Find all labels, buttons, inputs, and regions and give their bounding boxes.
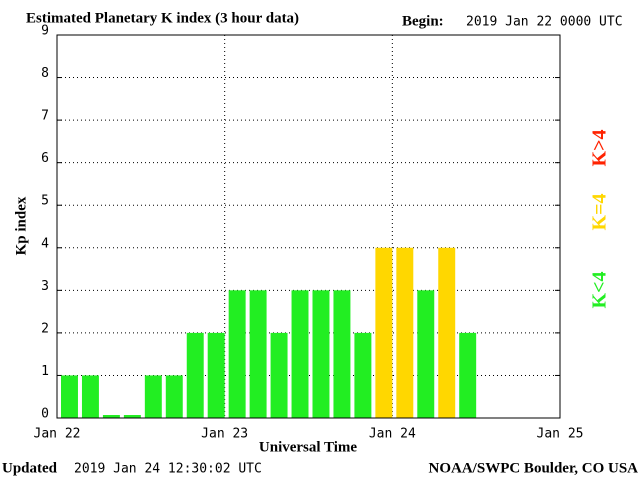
- updated-date: 2019 Jan 24 12:30:02 UTC: [74, 462, 262, 477]
- bar: [123, 415, 141, 418]
- x-tick-label: Jan 24: [369, 427, 416, 442]
- bar: [312, 290, 330, 418]
- y-tick-label: 5: [41, 194, 49, 209]
- bar: [333, 290, 351, 418]
- x-tick-label: Jan 23: [201, 427, 248, 442]
- y-tick-label: 1: [41, 364, 49, 379]
- bar: [249, 290, 267, 418]
- y-tick-label: 2: [41, 321, 49, 336]
- x-axis-label: Universal Time: [259, 439, 358, 455]
- y-tick-label: 7: [41, 109, 49, 124]
- plot-frame: [56, 34, 561, 419]
- bar: [270, 332, 288, 418]
- begin-label: Begin:: [402, 13, 444, 29]
- bar: [144, 375, 162, 418]
- y-tick-label: 0: [41, 407, 49, 422]
- x-tick-label: Jan 25: [537, 427, 584, 442]
- bar: [354, 332, 372, 418]
- x-tick-label: Jan 22: [34, 427, 81, 442]
- bar: [291, 290, 309, 418]
- y-tick-label: 8: [41, 66, 49, 81]
- bar: [459, 332, 477, 418]
- bar: [417, 290, 435, 418]
- y-tick-label: 3: [41, 279, 49, 294]
- bar: [102, 415, 120, 418]
- bar: [396, 247, 414, 418]
- legend-entry: K<4: [589, 272, 611, 309]
- begin-date: 2019 Jan 22 0000 UTC: [466, 15, 623, 30]
- y-tick-label: 6: [41, 151, 49, 166]
- source: NOAA/SWPC Boulder, CO USA: [429, 460, 639, 476]
- chart-title: Estimated Planetary K index (3 hour data…: [26, 10, 299, 26]
- bar: [165, 375, 183, 418]
- y-axis-label: Kp index: [13, 196, 29, 255]
- y-tick-label: 4: [41, 236, 49, 251]
- bar: [228, 290, 246, 418]
- legend-entry: K=4: [589, 194, 611, 231]
- y-tick-label: 9: [41, 24, 49, 39]
- bar: [207, 332, 225, 418]
- updated-label: Updated: [2, 460, 58, 476]
- legend-entry: K>4: [589, 130, 611, 167]
- bar: [61, 375, 78, 418]
- bar: [186, 332, 204, 418]
- bar: [375, 247, 393, 418]
- bar: [438, 247, 456, 418]
- bar: [81, 375, 99, 418]
